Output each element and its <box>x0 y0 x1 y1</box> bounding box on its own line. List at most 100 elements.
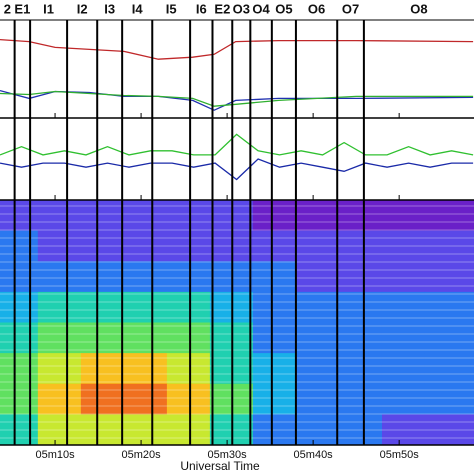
region-label: I5 <box>166 1 177 16</box>
heat-cell <box>80 261 125 293</box>
heat-cell <box>338 261 383 293</box>
heat-cell <box>424 291 474 323</box>
x-axis-title: Universal Time <box>180 459 260 473</box>
heat-cell <box>123 200 168 232</box>
heat-cell <box>338 383 383 415</box>
heat-cell <box>0 383 39 415</box>
heat-cell <box>252 414 297 446</box>
region-label: I1 <box>43 1 54 16</box>
heat-cell <box>37 353 82 385</box>
data-line <box>0 90 474 107</box>
heat-cell <box>37 230 82 262</box>
heat-cell <box>166 322 211 354</box>
heat-cell <box>252 291 297 323</box>
heat-cell <box>295 230 340 262</box>
x-tick-label: 05m20s <box>122 449 162 461</box>
x-tick-label: 05m10s <box>35 449 75 461</box>
heat-cell <box>80 230 125 262</box>
heat-cell <box>123 353 168 385</box>
heat-cell <box>166 200 211 232</box>
heat-cell <box>295 291 340 323</box>
x-tick-label: 05m50s <box>380 449 420 461</box>
region-label: O3 <box>233 1 250 16</box>
heat-cell <box>424 414 474 446</box>
region-label: O4 <box>252 1 270 16</box>
region-label: I6 <box>196 1 207 16</box>
region-label: 2 <box>4 1 11 16</box>
heat-cell <box>80 414 125 446</box>
heat-cell <box>381 353 426 385</box>
heat-cell <box>381 322 426 354</box>
heat-cell <box>424 322 474 354</box>
heat-cell <box>381 261 426 293</box>
heat-cell <box>166 291 211 323</box>
heat-cell <box>424 200 474 232</box>
heat-cell <box>123 383 168 415</box>
region-label: E1 <box>14 1 30 16</box>
region-label: I4 <box>132 1 144 16</box>
region-label: I2 <box>77 1 88 16</box>
heat-cell <box>338 414 383 446</box>
heat-cell <box>166 353 211 385</box>
heat-cell <box>338 322 383 354</box>
region-label: E2 <box>214 1 230 16</box>
heat-cell <box>0 322 39 354</box>
heat-cell <box>0 200 39 232</box>
heat-cell <box>381 383 426 415</box>
heat-cell <box>424 383 474 415</box>
heat-cell <box>252 322 297 354</box>
heat-cell <box>295 261 340 293</box>
heat-cell <box>295 322 340 354</box>
heat-cell <box>0 414 39 446</box>
heat-cell <box>80 200 125 232</box>
heat-cell <box>80 322 125 354</box>
heat-cell <box>37 200 82 232</box>
heat-cell <box>123 291 168 323</box>
heat-cell <box>424 261 474 293</box>
heat-cell <box>252 261 297 293</box>
heat-cell <box>166 230 211 262</box>
heat-cell <box>338 200 383 232</box>
region-label: O7 <box>342 1 359 16</box>
heat-cell <box>381 200 426 232</box>
heat-cell <box>424 353 474 385</box>
heat-cell <box>381 291 426 323</box>
heat-cell <box>252 230 297 262</box>
heat-cell <box>123 322 168 354</box>
heat-cell <box>424 230 474 262</box>
heat-cell <box>252 353 297 385</box>
heat-cell <box>338 230 383 262</box>
heat-cell <box>37 414 82 446</box>
heat-cell <box>338 291 383 323</box>
x-tick-label: 05m30s <box>208 449 248 461</box>
heat-cell <box>166 383 211 415</box>
data-line <box>0 38 474 60</box>
heat-cell <box>295 353 340 385</box>
heat-cell <box>381 230 426 262</box>
heat-cell <box>123 261 168 293</box>
heat-cell <box>166 414 211 446</box>
data-line <box>0 158 474 181</box>
heat-cell <box>80 353 125 385</box>
heat-cell <box>381 414 426 446</box>
x-tick-label: 05m40s <box>294 449 334 461</box>
region-label: O5 <box>275 1 292 16</box>
heat-cell <box>37 291 82 323</box>
heat-cell <box>80 291 125 323</box>
heat-cell <box>166 261 211 293</box>
heat-cell <box>0 261 39 293</box>
heat-cell <box>252 383 297 415</box>
region-label: O8 <box>410 1 427 16</box>
heat-cell <box>37 383 82 415</box>
heat-cell <box>252 200 297 232</box>
heat-cell <box>37 322 82 354</box>
data-line <box>0 133 474 156</box>
heat-cell <box>0 353 39 385</box>
heat-cell <box>80 383 125 415</box>
heat-cell <box>37 261 82 293</box>
data-line <box>0 89 474 111</box>
heat-cell <box>0 230 39 262</box>
heat-cell <box>123 230 168 262</box>
